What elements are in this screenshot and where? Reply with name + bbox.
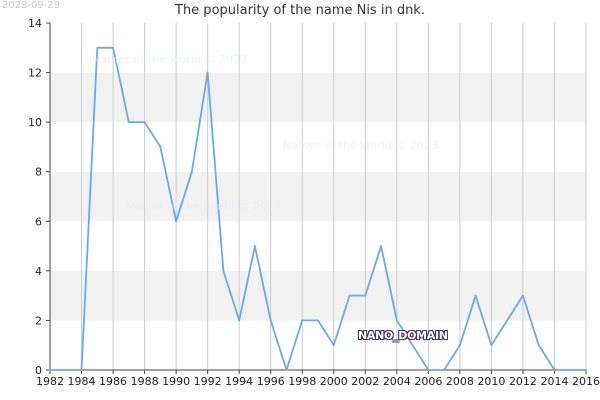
data-point	[348, 294, 351, 297]
data-point	[569, 369, 572, 371]
y-tick-label: 2	[35, 314, 42, 327]
data-point	[585, 369, 587, 371]
x-tick-label: 1984	[68, 375, 96, 388]
data-point	[127, 121, 130, 124]
data-point	[64, 369, 67, 371]
data-point	[301, 319, 304, 322]
x-tick-label: 1982	[36, 375, 64, 388]
data-point	[506, 319, 509, 322]
x-tick-label: 2014	[540, 375, 568, 388]
watermark-text: Names of the World © 2023	[126, 200, 281, 213]
y-tick-label: 14	[28, 17, 42, 30]
data-point	[254, 245, 256, 247]
data-point	[427, 369, 430, 371]
grid-band	[50, 72, 586, 123]
y-tick-label: 6	[35, 215, 42, 228]
data-point	[206, 71, 209, 74]
data-point	[522, 294, 524, 297]
x-tick-label: 2002	[351, 375, 379, 388]
watermark-text: Names of the World © 2023	[92, 53, 247, 66]
data-point	[143, 121, 146, 124]
data-point	[553, 369, 556, 371]
x-tick-label: 1992	[194, 375, 222, 388]
data-point	[96, 46, 99, 49]
y-tick-label: 10	[28, 116, 42, 129]
data-point	[474, 294, 477, 297]
data-point	[285, 369, 288, 371]
data-point	[80, 369, 83, 371]
data-point	[317, 319, 319, 322]
data-point	[238, 319, 241, 322]
x-tick-label: 2016	[572, 375, 600, 388]
data-point	[490, 344, 493, 347]
data-point	[458, 344, 461, 347]
x-tick-label: 2006	[414, 375, 442, 388]
data-point	[537, 344, 540, 347]
data-point	[332, 344, 335, 347]
x-tick-label: 1998	[288, 375, 316, 388]
y-tick-label: 4	[35, 265, 42, 278]
y-tick-label: 12	[28, 67, 42, 80]
x-tick-label: 1996	[257, 375, 285, 388]
data-point	[112, 46, 114, 49]
domain-badge: NANO_DOMAIN	[358, 329, 448, 342]
data-point	[175, 220, 178, 223]
data-point	[222, 269, 225, 272]
x-tick-label: 2008	[446, 375, 474, 388]
date-stamp: 2023-09-29	[2, 0, 61, 11]
data-point	[49, 369, 51, 371]
x-tick-label: 1994	[225, 375, 253, 388]
x-tick-label: 2012	[509, 375, 537, 388]
x-tick-label: 2004	[383, 375, 411, 388]
x-tick-label: 1988	[131, 375, 159, 388]
y-tick-label: 0	[35, 364, 42, 377]
data-point	[269, 319, 272, 322]
watermark-text: Names of the World © 2023	[283, 139, 438, 152]
data-point	[159, 146, 162, 148]
data-point	[190, 170, 193, 173]
grid-band	[50, 270, 586, 321]
x-tick-label: 2010	[477, 375, 505, 388]
grid-band	[50, 171, 586, 222]
data-point	[380, 245, 382, 247]
x-tick-label: 2000	[320, 375, 348, 388]
y-tick-label: 8	[35, 166, 42, 179]
data-point	[364, 294, 367, 297]
data-point	[395, 319, 398, 322]
data-point	[443, 369, 446, 371]
chart-title: The popularity of the name Nis in dnk.	[175, 3, 425, 18]
x-tick-label: 1990	[162, 375, 190, 388]
x-tick-label: 1986	[99, 375, 127, 388]
data-point	[411, 344, 414, 347]
